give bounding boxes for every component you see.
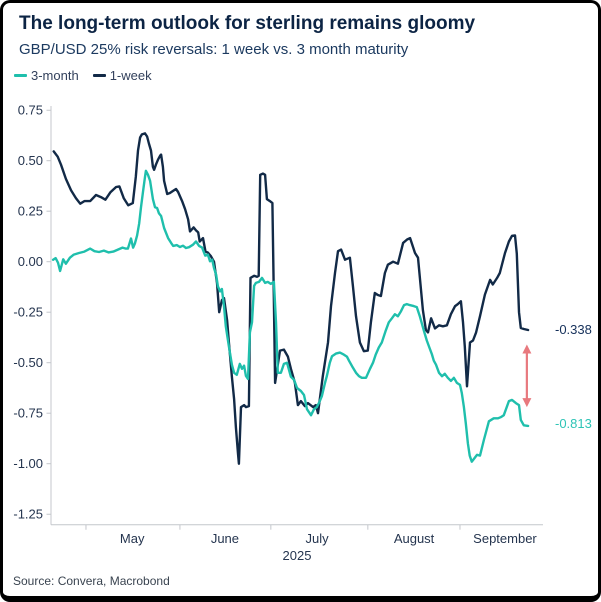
legend-swatch-3-month-icon — [14, 74, 27, 77]
x-month-label: June — [211, 531, 239, 546]
x-month-label: August — [394, 531, 435, 546]
x-month-label: July — [305, 531, 329, 546]
legend-item-3-month: 3-month — [14, 68, 79, 83]
legend-item-1-week: 1-week — [92, 68, 152, 83]
range-arrow-down-head — [522, 398, 532, 408]
legend: 3-month 1-week — [14, 68, 152, 83]
page-title: The long-term outlook for sterling remai… — [19, 13, 476, 34]
chart-svg: 0.75 0.50 0.25 0.00 -0.25 -0.50 -0.75 -1.00 -1.2… — [13, 103, 543, 563]
series-line-3-month — [51, 169, 530, 463]
x-month-label: May — [120, 531, 145, 546]
legend-label-3-month: 3-month — [31, 68, 79, 83]
range-arrow-up-head — [522, 344, 532, 354]
y-tick-label: -0.75 — [13, 406, 43, 421]
y-tick-label: 0.75 — [18, 103, 43, 118]
source-note: Source: Convera, Macrobond — [13, 574, 170, 588]
y-tick-label: -1.25 — [13, 507, 43, 522]
chart-subtitle: GBP/USD 25% risk reversals: 1 week vs. 3… — [19, 41, 409, 58]
x-month-label: September — [473, 531, 537, 546]
y-tick-label: 0.50 — [18, 153, 43, 168]
year-label: 2025 — [283, 548, 312, 563]
end-label-3-month: -0.813 — [555, 415, 592, 431]
legend-swatch-1-week-icon — [92, 74, 106, 77]
y-tick-label: 0.25 — [18, 204, 43, 219]
series-line-1-week — [52, 132, 530, 465]
y-tick-label: 0.00 — [18, 254, 43, 269]
y-tick-label: -0.25 — [13, 305, 43, 320]
y-tick-label: -1.00 — [13, 456, 43, 471]
legend-label-1-week: 1-week — [109, 68, 152, 83]
y-tick-label: -0.50 — [13, 355, 43, 370]
end-label-1-week: -0.338 — [555, 321, 592, 337]
